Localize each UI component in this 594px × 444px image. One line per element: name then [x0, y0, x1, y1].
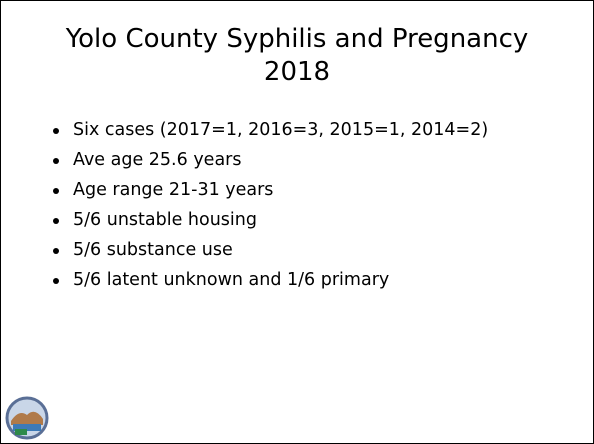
bullet-item: 5/6 substance use: [53, 235, 488, 265]
bullet-item: 5/6 latent unknown and 1/6 primary: [53, 265, 488, 295]
title-line: 2018: [263, 57, 331, 87]
slide-title: Yolo County Syphilis and Pregnancy 2018: [41, 23, 553, 89]
bullet-item: Age range 21-31 years: [53, 175, 488, 205]
county-seal: [5, 396, 49, 440]
bullet-item: Ave age 25.6 years: [53, 145, 488, 175]
title-line: Yolo County Syphilis and Pregnancy: [65, 24, 529, 54]
bullet-item: 5/6 unstable housing: [53, 205, 488, 235]
bullet-item: Six cases (2017=1, 2016=3, 2015=1, 2014=…: [53, 115, 488, 145]
bullet-list: Six cases (2017=1, 2016=3, 2015=1, 2014=…: [53, 115, 488, 295]
